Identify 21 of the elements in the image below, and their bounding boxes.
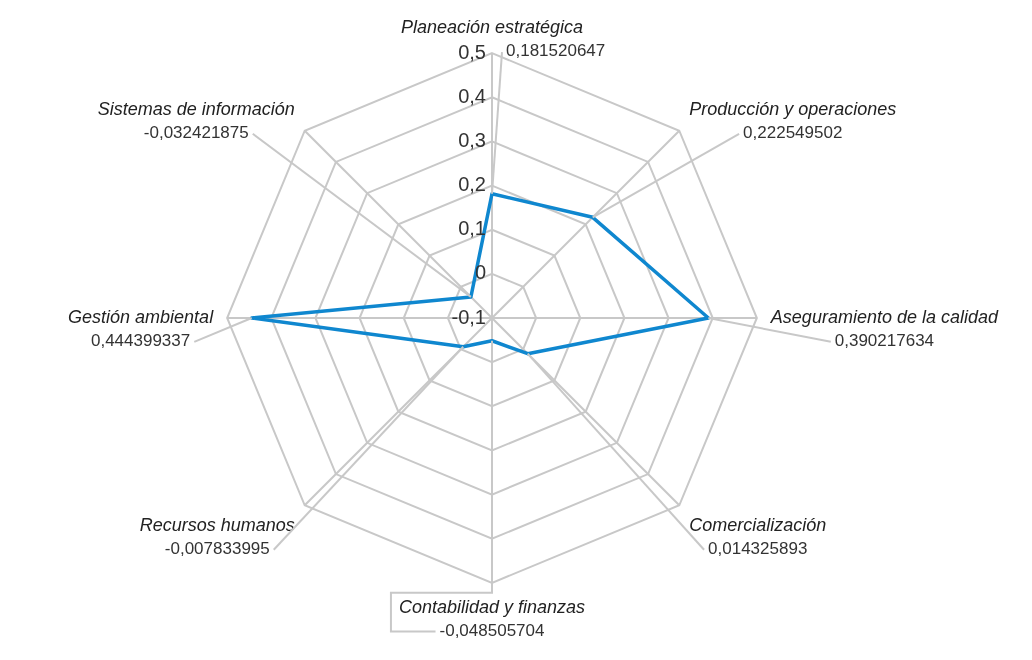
spoke-label: Contabilidad y finanzas (398, 596, 586, 617)
data-label: -0,048505704 (439, 620, 545, 640)
data-label: 0,181520647 (505, 41, 606, 61)
data-label: 0,014325893 (708, 538, 808, 558)
y-tick-label: 0,5 (458, 40, 486, 63)
spoke-label: Sistemas de información (97, 99, 295, 120)
y-tick-label: -0,1 (451, 305, 486, 328)
spoke-label: Recursos humanos (139, 514, 295, 535)
data-label: -0,032421875 (143, 123, 249, 143)
spoke-label: Producción y operaciones (689, 99, 897, 120)
spoke-label: Comercialización (689, 514, 827, 535)
data-label: 0,222549502 (743, 123, 843, 143)
y-tick-label: 0,4 (458, 84, 486, 107)
y-tick-label: 0,2 (458, 173, 486, 196)
data-label: 0,444399337 (90, 330, 191, 350)
spoke-label: Aseguramiento de la calidad (769, 307, 999, 327)
spoke-label: Planeación estratégica (400, 17, 584, 38)
data-label: 0,390217634 (834, 330, 935, 350)
spoke-label: Gestión ambiental (68, 307, 215, 327)
data-label: -0,007833995 (164, 538, 270, 558)
y-tick-label: 0,3 (458, 128, 486, 151)
